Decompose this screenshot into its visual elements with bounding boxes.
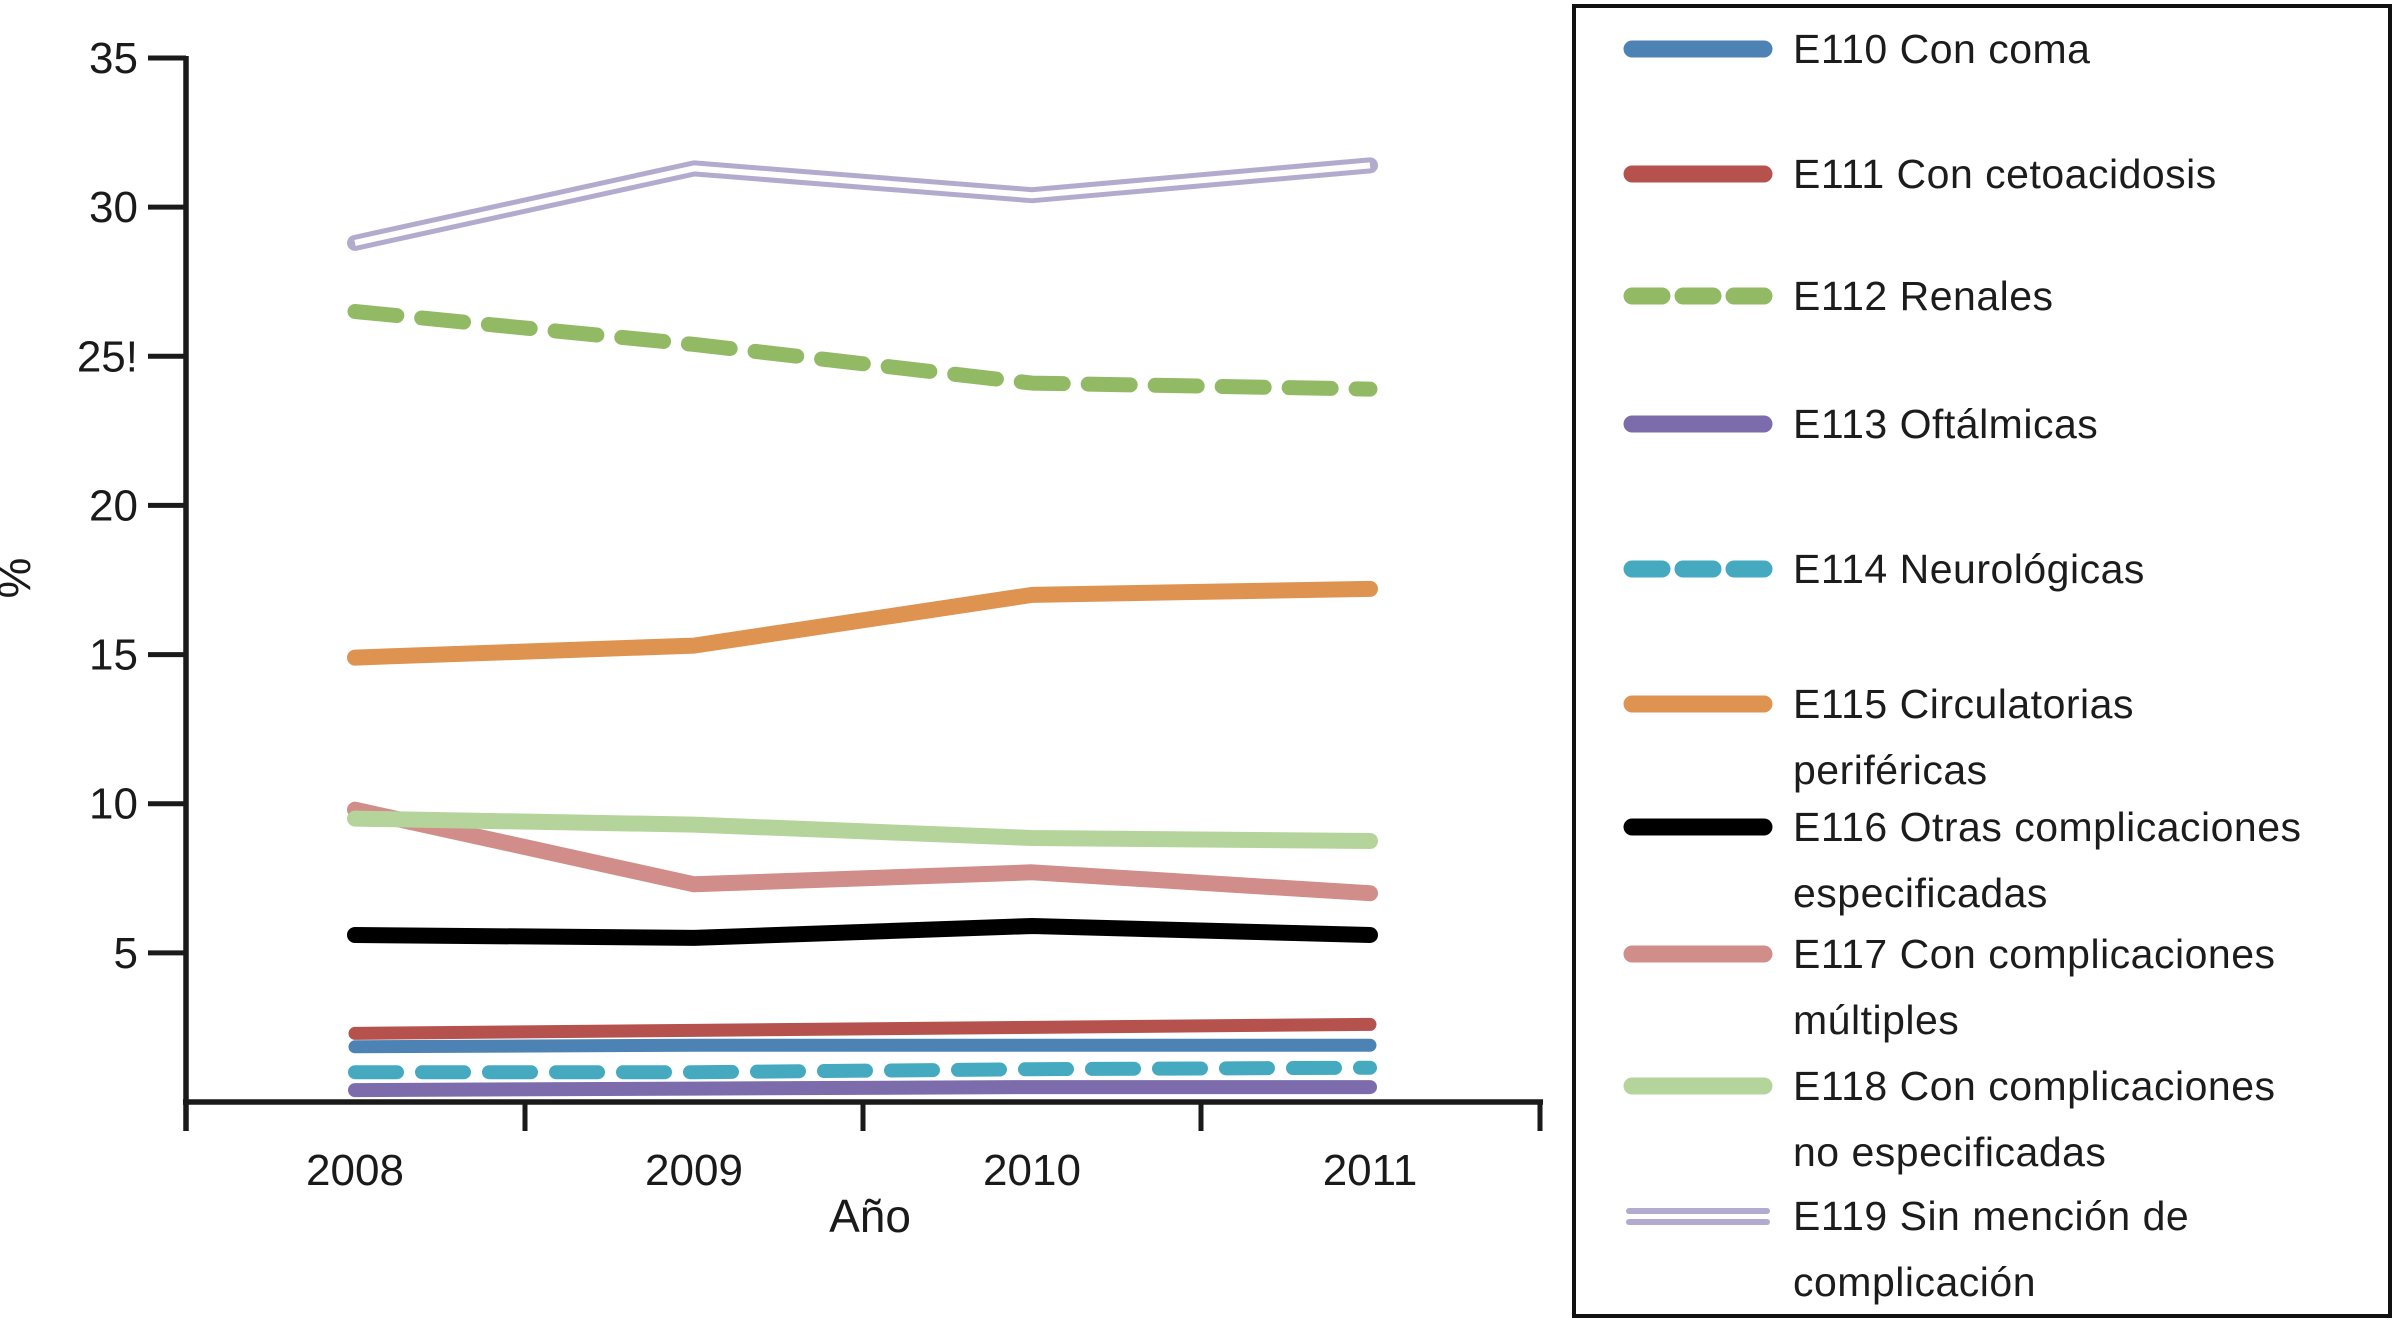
series-line-E115 bbox=[347, 580, 1378, 666]
y-tick-label: 20 bbox=[89, 481, 138, 530]
series-line-E119-core bbox=[354, 162, 1371, 246]
legend-swatch-E111 bbox=[1623, 165, 1773, 183]
legend-label-line: periféricas bbox=[1793, 747, 1988, 793]
series-line-E116 bbox=[347, 918, 1378, 946]
y-tick-label: 15 bbox=[89, 631, 138, 680]
legend-swatch-E119 bbox=[1626, 1208, 1770, 1225]
legend-label-line: complicación bbox=[1793, 1259, 2036, 1305]
series-line-E118 bbox=[347, 810, 1378, 849]
series-line-E113 bbox=[348, 1080, 1377, 1098]
axes: 35 30 25! 20 15 10 5 2008 2009 2010 2011 bbox=[77, 34, 1543, 1195]
legend-item-E113: E113 Oftálmicas bbox=[1576, 391, 2378, 457]
legend-label-line: no especificadas bbox=[1793, 1129, 2107, 1175]
x-axis-title: Año bbox=[829, 1190, 911, 1242]
series-lines bbox=[347, 157, 1378, 1098]
legend-label-line: E119 Sin mención de bbox=[1793, 1193, 2190, 1239]
legend-label-line: E112 Renales bbox=[1793, 273, 2054, 319]
legend-label-line: múltiples bbox=[1793, 997, 1960, 1043]
axis-labels: Año % bbox=[0, 558, 911, 1242]
line-chart: 35 30 25! 20 15 10 5 2008 2009 2010 2011 Año % bbox=[0, 34, 1543, 1242]
series-line-E114 bbox=[348, 1060, 1377, 1080]
legend-label-line: E116 Otras complicaciones bbox=[1793, 804, 2302, 850]
legend-item-E110: E110 Con coma bbox=[1576, 16, 2378, 82]
legend-item-E115: E115 Circulatorias periféricas bbox=[1576, 671, 2378, 803]
y-tick-label: 10 bbox=[89, 780, 138, 829]
legend-item-E114: E114 Neurológicas bbox=[1576, 536, 2378, 602]
legend-item-E112: E112 Renales bbox=[1576, 263, 2378, 329]
y-axis-title: % bbox=[0, 558, 40, 599]
x-tick-label: 2010 bbox=[983, 1146, 1081, 1195]
y-tick-label: 30 bbox=[89, 183, 138, 232]
series-line-E117 bbox=[347, 801, 1378, 902]
legend-item-E119: E119 Sin mención de complicación bbox=[1576, 1183, 2378, 1315]
legend-label-line: E118 Con complicaciones bbox=[1793, 1063, 2276, 1109]
legend-item-E118: E118 Con complicaciones no especificadas bbox=[1576, 1053, 2378, 1185]
legend-swatch-E114 bbox=[1623, 560, 1773, 578]
legend-swatch-E115 bbox=[1623, 695, 1773, 713]
y-tick-label: 5 bbox=[114, 929, 138, 978]
legend-label-line: E110 Con coma bbox=[1793, 26, 2091, 72]
legend-item-E111: E111 Con cetoacidosis bbox=[1576, 141, 2378, 207]
y-tick-label: 35 bbox=[89, 34, 138, 83]
legend-swatch-E113 bbox=[1623, 415, 1773, 433]
legend-label-line: E117 Con complicaciones bbox=[1793, 931, 2276, 977]
series-line-E111 bbox=[348, 1017, 1377, 1040]
x-tick-label: 2011 bbox=[1323, 1146, 1418, 1195]
legend-swatch-E112 bbox=[1623, 287, 1773, 305]
series-line-E110 bbox=[348, 1038, 1377, 1054]
legend-swatch-E116 bbox=[1623, 818, 1773, 836]
legend-label-line: E111 Con cetoacidosis bbox=[1793, 151, 2217, 197]
x-tick-label: 2008 bbox=[306, 1146, 404, 1195]
legend-swatch-E117 bbox=[1623, 945, 1773, 963]
legend-item-E116: E116 Otras complicaciones especificadas bbox=[1576, 794, 2378, 926]
legend-label-line: E113 Oftálmicas bbox=[1793, 401, 2099, 447]
y-tick-label: 25! bbox=[77, 332, 138, 381]
legend-box: E110 Con coma E111 Con cetoacidosis E112 R… bbox=[1572, 4, 2392, 1318]
legend-label-line: especificadas bbox=[1793, 870, 2048, 916]
legend-swatch-E110 bbox=[1623, 40, 1773, 58]
legend-item-E117: E117 Con complicaciones múltiples bbox=[1576, 921, 2378, 1053]
series-line-E112 bbox=[347, 304, 1378, 397]
legend-label-line: E115 Circulatorias bbox=[1793, 681, 2134, 727]
legend-label-line: E114 Neurológicas bbox=[1793, 546, 2145, 592]
x-tick-label: 2009 bbox=[645, 1146, 743, 1195]
legend-swatch-E118 bbox=[1623, 1077, 1773, 1095]
